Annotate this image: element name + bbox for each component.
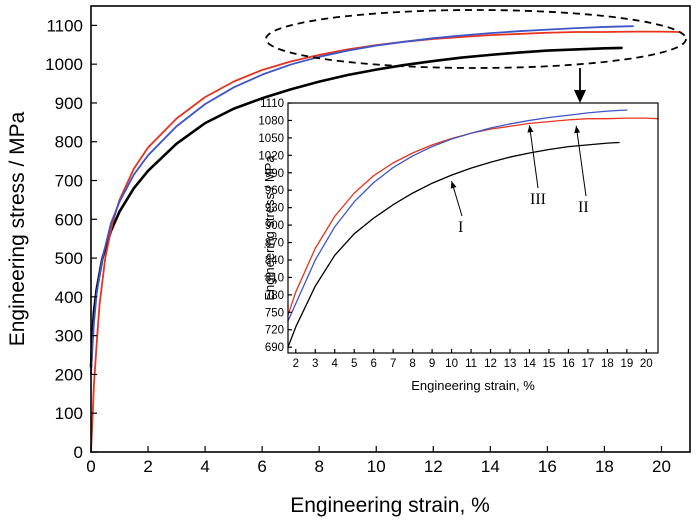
inset-y-tick-label-11: 1020 (258, 150, 284, 162)
annotation-arrowhead-2 (574, 125, 581, 134)
inset-x-tick-label-16: 18 (601, 358, 614, 370)
inset-y-tick-label-9: 960 (265, 185, 284, 197)
inset-series-line-0 (287, 141, 620, 348)
main-y-tick-label-0: 0 (74, 443, 83, 462)
main-plot-frame (90, 5, 691, 453)
inset-x-tick-label-0: 2 (293, 358, 299, 370)
inset-y-tick-label-6: 870 (265, 238, 284, 250)
main-y-axis-title: Engineering stress / MPa (6, 111, 29, 346)
inset-x-tick-label-18: 20 (640, 358, 653, 370)
inset-series-group (287, 109, 659, 348)
inset-chart: 2 3 4 5 6 7 8 9 10 11 12 13 14 15 16 17 18 19 20 690 720 750… (258, 98, 659, 393)
main-x-tick-label-8: 16 (538, 457, 557, 476)
main-series-line-2 (90, 25, 634, 376)
inset-x-tick-label-7: 9 (429, 358, 435, 370)
main-x-tick-label-0: 0 (86, 457, 95, 476)
main-y-tick-label-10: 1000 (45, 55, 83, 74)
main-y-tick-label-2: 200 (55, 365, 83, 384)
inset-x-axis-title: Engineering strain, % (411, 378, 535, 393)
main-x-axis-title: Engineering strain, % (290, 494, 490, 517)
zoom-arrow-head (574, 90, 586, 103)
main-y-tick-label-8: 800 (55, 133, 83, 152)
main-y-tick-label-11: 1100 (46, 16, 83, 35)
annotation-label-1: III (530, 191, 546, 208)
main-y-tick-label-9: 900 (55, 94, 83, 113)
annotation-arrowhead-0 (450, 181, 457, 189)
main-y-tick-label-3: 300 (55, 327, 83, 346)
inset-y-tick-label-4: 810 (265, 272, 284, 284)
inset-x-tick-label-8: 10 (445, 358, 458, 370)
inset-x-axis: 2 3 4 5 6 7 8 9 10 11 12 13 14 15 16 17 18 19 20 (293, 349, 653, 370)
main-y-tick-label-7: 700 (55, 172, 83, 191)
inset-x-tick-label-9: 11 (465, 358, 477, 370)
inset-x-tick-label-12: 14 (523, 358, 536, 370)
main-y-tick-label-5: 500 (55, 249, 83, 268)
main-y-tick-label-4: 400 (55, 288, 83, 307)
inset-x-tick-label-4: 6 (370, 358, 376, 370)
annotation-label-2: II (578, 199, 589, 216)
inset-y-tick-label-0: 690 (265, 342, 284, 354)
inset-y-tick-label-3: 780 (265, 290, 284, 302)
inset-y-axis-title: Engineering stress / MPa (262, 155, 277, 301)
main-x-tick-label-7: 14 (481, 457, 500, 476)
zoom-region-ellipse (265, 9, 687, 69)
inset-y-tick-label-12: 1050 (258, 133, 284, 145)
main-chart: 0 2 4 6 8 10 12 14 16 18 20 0100200300400500600700… (6, 5, 691, 517)
main-x-tick-label-2: 4 (200, 457, 209, 476)
main-y-axis: 0 100 200 300 400 500 600 700 800 900 1000 1100 (45, 16, 97, 462)
inset-x-tick-label-5: 7 (390, 358, 396, 370)
inset-plot-frame (287, 102, 659, 354)
inset-y-tick-label-14: 1110 (260, 98, 284, 110)
inset-x-tick-label-1: 3 (312, 358, 318, 370)
inset-y-tick-label-1: 720 (265, 325, 284, 337)
inset-x-tick-label-11: 13 (504, 358, 517, 370)
main-x-axis: 0 2 4 6 8 10 12 14 16 18 20 (86, 446, 671, 476)
annotation-label-0: I (458, 219, 463, 236)
annotation-leader-1 (528, 125, 539, 189)
main-x-tick-label-4: 8 (314, 457, 323, 476)
main-y-tick-label-6: 600 (55, 210, 83, 229)
main-y-tick-label-1: 100 (55, 404, 83, 423)
inset-x-tick-label-3: 5 (351, 358, 357, 370)
inset-x-tick-label-17: 19 (620, 358, 633, 370)
main-x-tick-label-3: 6 (257, 457, 266, 476)
inset-y-tick-label-7: 900 (265, 220, 284, 232)
inset-x-tick-label-13: 15 (543, 358, 556, 370)
main-x-tick-label-5: 10 (367, 457, 386, 476)
inset-y-tick-label-8: 930 (265, 203, 284, 215)
main-x-tick-label-6: 12 (424, 457, 443, 476)
inset-x-tick-label-6: 8 (409, 358, 415, 370)
inset-x-tick-label-14: 16 (562, 358, 575, 370)
main-x-tick-label-10: 20 (652, 457, 671, 476)
inset-y-tick-label-10: 990 (265, 168, 284, 180)
inset-x-tick-label-10: 12 (484, 358, 497, 370)
annotation-leader-2 (575, 125, 587, 197)
inset-y-axis: 690 720 750 780 810 840 870 900 930 960 990 1020 105… (258, 98, 292, 354)
inset-y-tick-label-13: 1080 (258, 115, 284, 127)
main-x-tick-label-9: 18 (595, 457, 614, 476)
inset-y-tick-label-5: 840 (265, 255, 284, 267)
annotation-arrowhead-1 (527, 125, 534, 133)
main-x-tick-label-1: 2 (143, 457, 152, 476)
main-series-group (89, 25, 680, 453)
inset-y-tick-label-2: 750 (265, 307, 284, 319)
inset-background (288, 103, 658, 353)
main-series-line-1 (90, 30, 680, 453)
inset-x-tick-label-15: 17 (581, 358, 594, 370)
inset-series-line-2 (287, 109, 628, 322)
inset-x-tick-label-2: 4 (332, 358, 339, 370)
